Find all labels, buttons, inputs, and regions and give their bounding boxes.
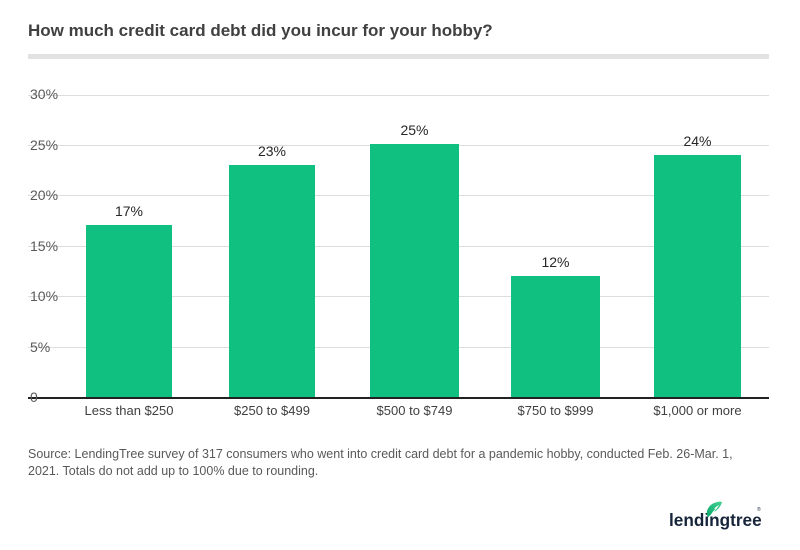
svg-text:lendingtree: lendingtree (669, 510, 762, 530)
svg-text:®: ® (757, 506, 761, 513)
